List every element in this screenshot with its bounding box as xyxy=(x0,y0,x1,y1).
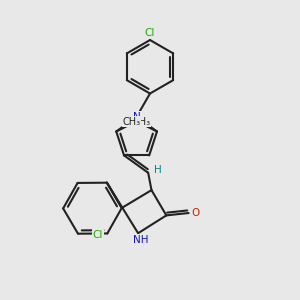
Text: H: H xyxy=(154,165,162,175)
Text: NH: NH xyxy=(133,235,148,245)
Text: O: O xyxy=(191,208,199,218)
Text: CH₃: CH₃ xyxy=(133,117,151,127)
Text: Cl: Cl xyxy=(93,230,103,240)
Text: Cl: Cl xyxy=(145,28,155,38)
Text: CH₃: CH₃ xyxy=(123,117,141,127)
Text: N: N xyxy=(133,112,140,122)
